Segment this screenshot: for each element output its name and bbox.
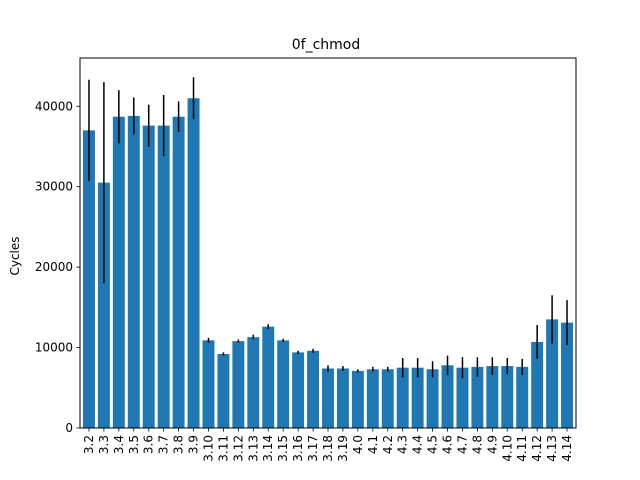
x-tick-label-3.3: 3.3 <box>97 435 111 454</box>
x-tick-label-3.5: 3.5 <box>127 435 141 454</box>
bar-4.12 <box>531 341 544 428</box>
bar-4.1 <box>366 369 379 428</box>
x-axis-ticks: 3.2 3.3 3.4 3.5 3.6 3.7 3.8 3.9 3.10 3.11 3.12 3.13… <box>82 428 574 462</box>
x-tick-label-3.13: 3.13 <box>246 435 260 462</box>
x-tick-label-4.11: 4.11 <box>515 435 529 462</box>
x-tick-label-4.9: 4.9 <box>485 435 499 454</box>
bars-group <box>82 98 574 428</box>
error-bars-group <box>88 77 568 379</box>
bar-3.12 <box>232 341 245 428</box>
y-axis-label: Cycles <box>8 236 22 275</box>
bar-3.8 <box>172 116 185 428</box>
x-tick-label-3.8: 3.8 <box>172 435 186 454</box>
x-tick-label-3.16: 3.16 <box>291 435 305 462</box>
x-tick-label-4.14: 4.14 <box>560 435 574 462</box>
chart-title: 0f_chmod <box>292 37 361 53</box>
bar-3.17 <box>307 350 320 428</box>
bar-4.5 <box>426 369 439 428</box>
x-tick-label-3.11: 3.11 <box>216 435 230 462</box>
bar-3.15 <box>277 340 290 428</box>
y-tick-label-10000: 10000 <box>35 341 73 355</box>
bar-3.5 <box>127 115 140 428</box>
x-tick-label-4.1: 4.1 <box>366 435 380 454</box>
bar-3.19 <box>336 368 349 428</box>
bar-4.2 <box>381 369 394 428</box>
x-tick-label-4.10: 4.10 <box>500 435 514 462</box>
bar-3.2 <box>82 130 95 428</box>
x-tick-label-4.0: 4.0 <box>351 435 365 454</box>
x-tick-label-3.10: 3.10 <box>201 435 215 462</box>
x-tick-label-3.12: 3.12 <box>231 435 245 462</box>
x-tick-label-4.12: 4.12 <box>530 435 544 462</box>
bar-3.11 <box>217 354 230 428</box>
bar-3.3 <box>97 182 110 428</box>
x-tick-label-4.6: 4.6 <box>441 435 455 454</box>
bar-4.13 <box>546 319 559 428</box>
bar-4.14 <box>561 322 574 428</box>
bar-4.7 <box>456 367 469 428</box>
x-tick-label-3.17: 3.17 <box>306 435 320 462</box>
bar-4.9 <box>486 366 499 428</box>
plot-frame <box>79 57 577 429</box>
x-tick-label-3.18: 3.18 <box>321 435 335 462</box>
x-tick-label-3.6: 3.6 <box>142 435 156 454</box>
x-tick-label-4.7: 4.7 <box>455 435 469 454</box>
x-tick-label-4.4: 4.4 <box>411 435 425 454</box>
bar-4.6 <box>441 365 454 428</box>
x-tick-label-4.8: 4.8 <box>470 435 484 454</box>
x-tick-label-4.2: 4.2 <box>381 435 395 454</box>
bar-4.4 <box>411 367 424 428</box>
bar-3.6 <box>142 125 155 428</box>
bar-3.7 <box>157 125 170 428</box>
x-tick-label-4.5: 4.5 <box>426 435 440 454</box>
x-tick-label-3.2: 3.2 <box>82 435 96 454</box>
bar-4.8 <box>471 366 484 428</box>
bar-4.10 <box>501 366 514 428</box>
bar-3.10 <box>202 340 215 428</box>
x-tick-label-3.15: 3.15 <box>276 435 290 462</box>
bar-3.16 <box>292 352 305 428</box>
bar-3.9 <box>187 98 200 428</box>
x-tick-label-3.4: 3.4 <box>112 435 126 454</box>
x-tick-label-4.13: 4.13 <box>545 435 559 462</box>
x-tick-label-4.3: 4.3 <box>396 435 410 454</box>
y-tick-label-40000: 40000 <box>35 99 73 113</box>
x-tick-label-3.14: 3.14 <box>261 435 275 462</box>
y-axis-ticks: 0 10000 20000 30000 40000 <box>35 99 80 435</box>
y-tick-label-0: 0 <box>65 421 73 435</box>
y-tick-label-20000: 20000 <box>35 260 73 274</box>
bar-4.3 <box>396 367 409 428</box>
bar-3.18 <box>322 368 334 428</box>
x-tick-label-3.7: 3.7 <box>157 435 171 454</box>
bar-4.11 <box>516 366 529 428</box>
bar-3.14 <box>262 326 275 428</box>
bar-3.4 <box>112 116 125 428</box>
bar-3.13 <box>247 337 260 428</box>
x-tick-label-3.9: 3.9 <box>187 435 201 454</box>
x-tick-label-3.19: 3.19 <box>336 435 350 462</box>
bar-4.0 <box>351 370 364 428</box>
y-tick-label-30000: 30000 <box>35 180 73 194</box>
